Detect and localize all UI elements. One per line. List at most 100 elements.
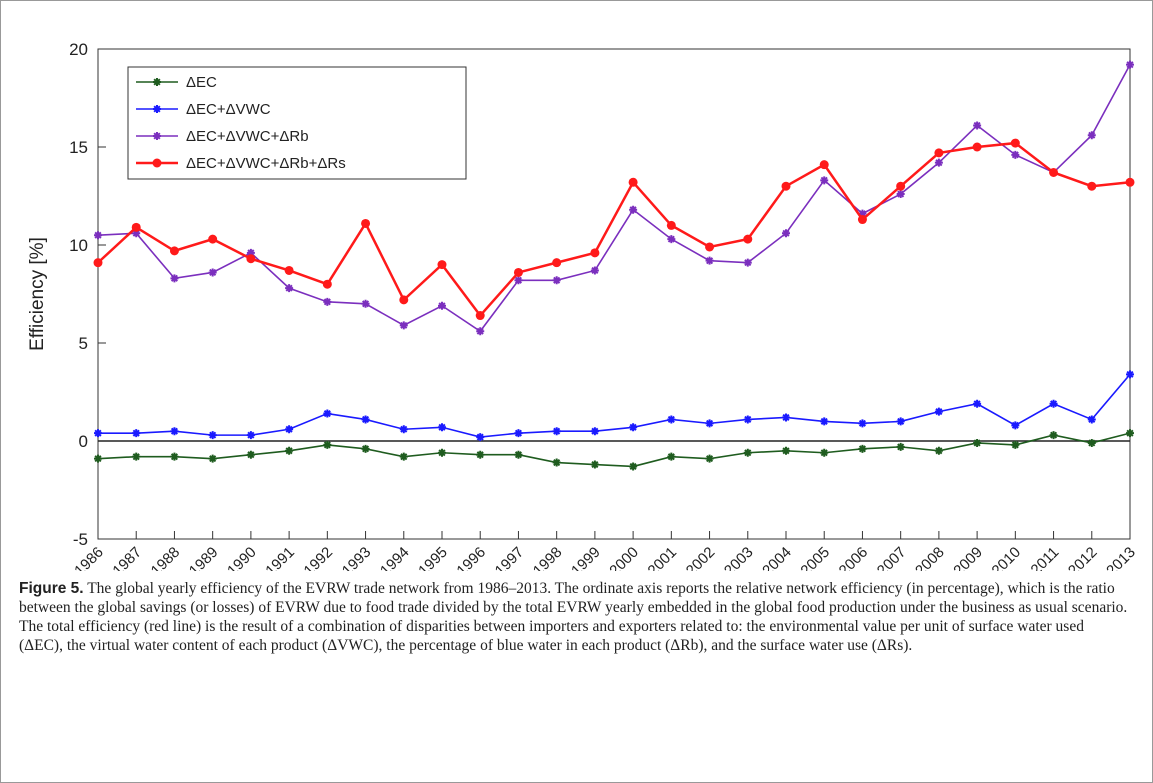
data-point [514, 276, 523, 285]
x-tick-label: 1989 [186, 544, 222, 571]
data-point [1087, 438, 1096, 447]
y-tick-label: 0 [79, 432, 88, 451]
data-point [973, 121, 982, 130]
plot-frame [97, 48, 1131, 540]
data-point [666, 220, 676, 230]
x-tick-label: 2007 [874, 544, 910, 571]
data-point [1010, 138, 1020, 148]
data-point [1087, 415, 1096, 424]
data-point [705, 242, 715, 252]
x-tick-label: 1995 [415, 544, 451, 571]
x-tick-label: 1998 [530, 544, 566, 571]
y-axis-label: Efficiency [%] [27, 237, 48, 351]
data-point [590, 460, 599, 469]
y-tick-label: 10 [69, 236, 88, 255]
data-point [705, 419, 714, 428]
data-point [476, 433, 485, 442]
data-point [667, 235, 676, 244]
caption-text: The global yearly efficiency of the EVRW… [19, 580, 1128, 654]
data-point [246, 450, 255, 459]
x-tick-label: 2011 [1028, 544, 1063, 571]
data-point [323, 440, 332, 449]
data-point [514, 450, 523, 459]
data-point [1126, 370, 1134, 379]
data-point [743, 415, 752, 424]
series-line [97, 64, 1131, 333]
data-point [285, 446, 294, 455]
data-point [667, 452, 676, 461]
data-point [361, 444, 370, 453]
data-point [284, 265, 294, 275]
series-line [98, 373, 1131, 438]
data-point [285, 284, 294, 293]
x-tick-label: 2000 [606, 544, 642, 571]
data-point [170, 274, 179, 283]
data-point [934, 148, 944, 158]
x-tick-label: 2004 [759, 544, 795, 571]
data-point [208, 454, 217, 463]
data-point [819, 160, 829, 170]
data-point [781, 181, 791, 191]
x-tick-label: 1990 [224, 544, 260, 571]
data-point [208, 234, 218, 244]
data-point [782, 413, 790, 422]
data-point [399, 321, 408, 330]
series-line [97, 432, 1131, 468]
data-point [1126, 60, 1134, 69]
data-point [973, 399, 982, 408]
data-point [399, 295, 409, 305]
data-point [972, 142, 982, 152]
data-point [1049, 431, 1058, 440]
data-point [705, 256, 714, 265]
data-point [1087, 181, 1097, 191]
data-point [590, 427, 599, 436]
legend-label: ΔEC [186, 74, 217, 91]
caption-label: Figure 5. [19, 580, 84, 597]
data-point [1087, 131, 1096, 140]
legend-box [127, 66, 467, 180]
x-tick-label: 2006 [836, 544, 872, 571]
x-tick-label: 1991 [262, 544, 298, 571]
data-point [743, 448, 752, 457]
data-point [323, 297, 332, 306]
legend-label: ΔEC+ΔVWC [186, 101, 271, 118]
x-tick-label: 1997 [492, 544, 528, 571]
data-point [93, 258, 103, 268]
x-tick-label: 1994 [377, 544, 413, 571]
data-point [858, 419, 867, 428]
legend-label: ΔEC+ΔVWC+ΔRb [186, 128, 309, 145]
y-tick-label: 20 [69, 40, 88, 59]
x-tick-label: 1993 [339, 544, 375, 571]
x-tick-label: 2003 [721, 544, 757, 571]
data-point [552, 276, 561, 285]
data-point [131, 222, 141, 232]
data-point [934, 158, 943, 167]
data-point [705, 454, 714, 463]
data-point [973, 438, 982, 447]
x-tick-label: 2009 [950, 544, 986, 571]
data-point [94, 454, 102, 463]
data-point [1011, 150, 1020, 159]
data-point [132, 429, 141, 438]
data-point [590, 248, 600, 258]
data-point [476, 450, 485, 459]
y-tick-label: -5 [73, 530, 88, 549]
data-point [858, 444, 867, 453]
legend-label: ΔEC+ΔVWC+ΔRb+ΔRs [186, 155, 346, 172]
data-point [1011, 440, 1020, 449]
data-point [361, 218, 371, 228]
data-point [476, 327, 485, 336]
data-point [438, 448, 446, 457]
x-tick-label: 2010 [989, 544, 1025, 571]
legend-marker [153, 132, 161, 140]
data-point [896, 417, 905, 426]
data-point [246, 431, 255, 440]
data-point [743, 234, 753, 244]
data-point [170, 427, 179, 436]
data-point [132, 229, 141, 238]
data-point [820, 176, 829, 185]
series-line [97, 141, 1131, 318]
data-point [1011, 421, 1020, 430]
data-point [170, 452, 179, 461]
